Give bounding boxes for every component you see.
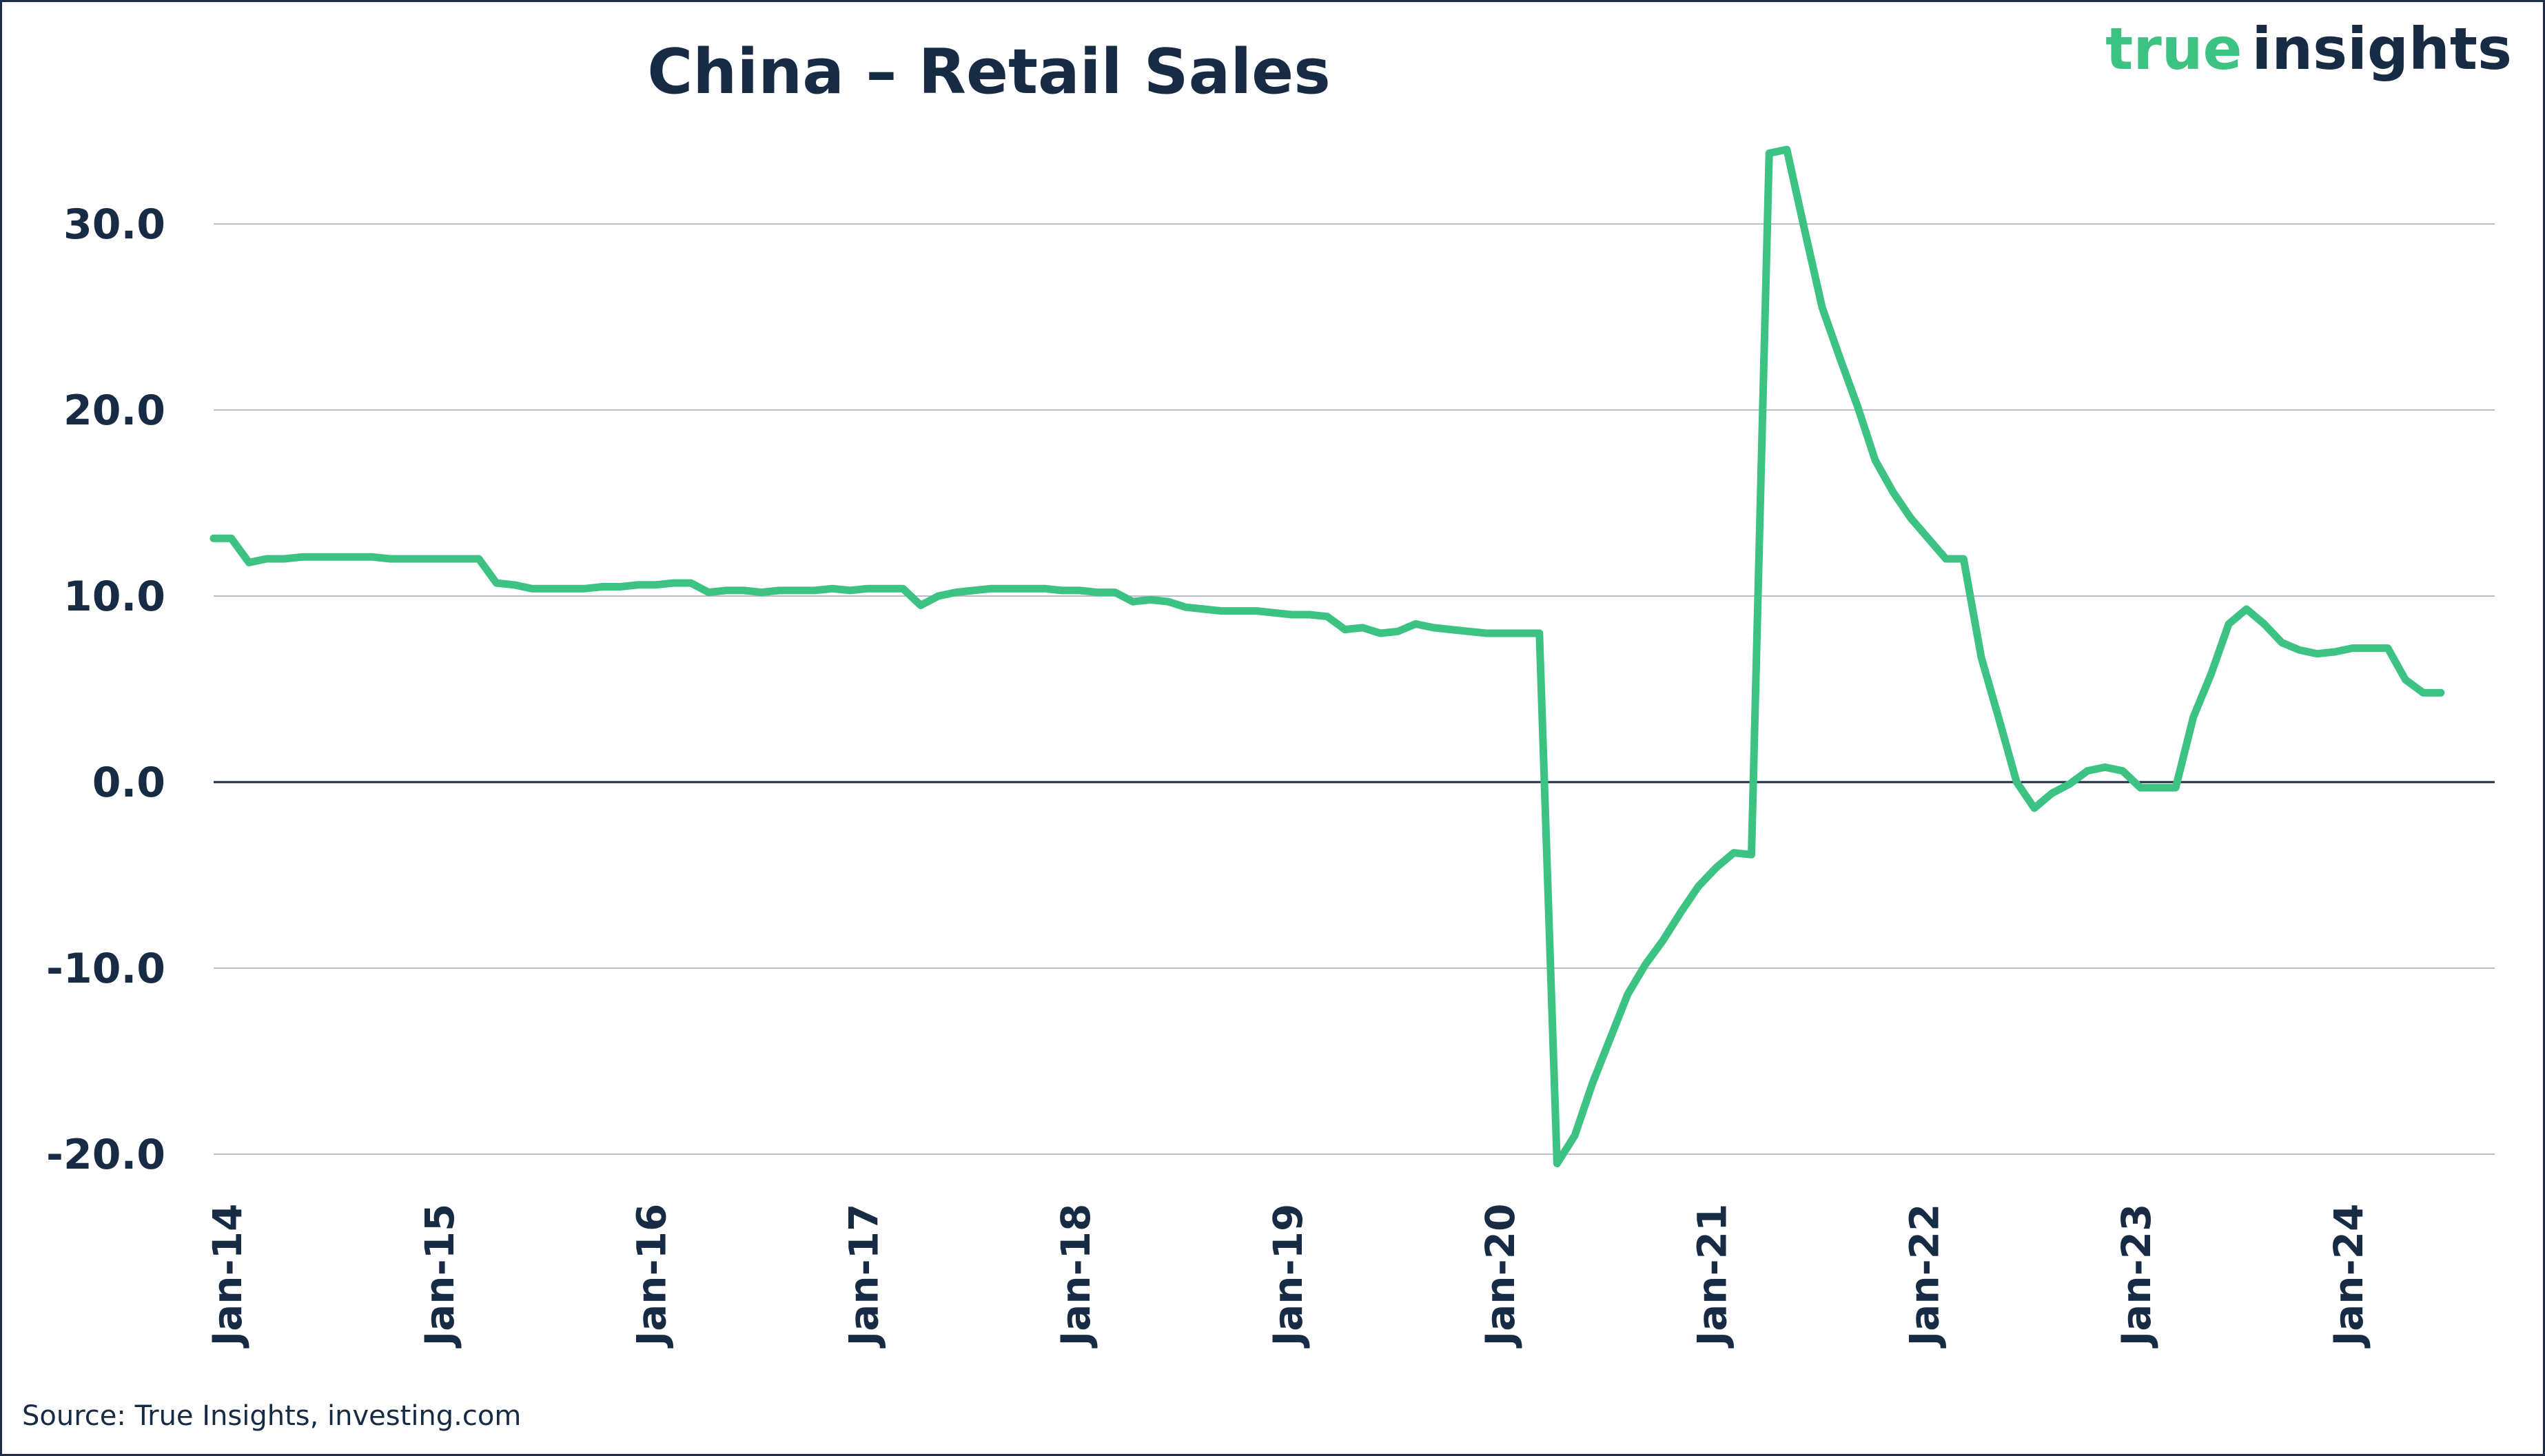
chart-title: China – Retail Sales bbox=[647, 36, 1331, 108]
y-tick-label: 20.0 bbox=[63, 387, 165, 435]
gridlines bbox=[214, 223, 2495, 1155]
x-tick-label: Jan-16 bbox=[628, 1204, 675, 1349]
x-tick-label: Jan-20 bbox=[1477, 1204, 1524, 1349]
series-layer bbox=[209, 145, 2445, 1167]
y-axis-ticks: 30.0 20.0 10.0 0.0 -10.0 -20.0 bbox=[46, 201, 165, 1179]
x-tick-label: Jan-21 bbox=[1689, 1204, 1736, 1349]
x-tick-label: Jan-14 bbox=[204, 1204, 251, 1349]
x-tick-label: Jan-24 bbox=[2325, 1204, 2372, 1349]
series-line-retail-sales bbox=[209, 145, 2445, 1167]
y-tick-label: 30.0 bbox=[63, 201, 165, 249]
y-tick-label: -10.0 bbox=[46, 945, 165, 993]
logo-text-insights: insights bbox=[2252, 15, 2512, 83]
x-axis-ticks: Jan-14 Jan-15 Jan-16 Jan-17 Jan-18 Jan-19 Jan-… bbox=[204, 1204, 2372, 1349]
y-tick-label: 10.0 bbox=[63, 573, 165, 621]
x-tick-label: Jan-22 bbox=[1901, 1204, 1948, 1349]
y-tick-label: 0.0 bbox=[92, 759, 165, 807]
x-tick-label: Jan-15 bbox=[416, 1204, 463, 1349]
x-tick-label: Jan-23 bbox=[2113, 1204, 2160, 1349]
source-note: Source: True Insights, investing.com bbox=[22, 1400, 521, 1432]
x-tick-label: Jan-17 bbox=[840, 1204, 887, 1349]
x-tick-label: Jan-19 bbox=[1265, 1204, 1311, 1349]
logo-text-true: true bbox=[2105, 15, 2242, 83]
x-tick-label: Jan-18 bbox=[1052, 1204, 1099, 1349]
y-tick-label: -20.0 bbox=[46, 1131, 165, 1179]
brand-logo: true insights bbox=[2105, 15, 2512, 83]
